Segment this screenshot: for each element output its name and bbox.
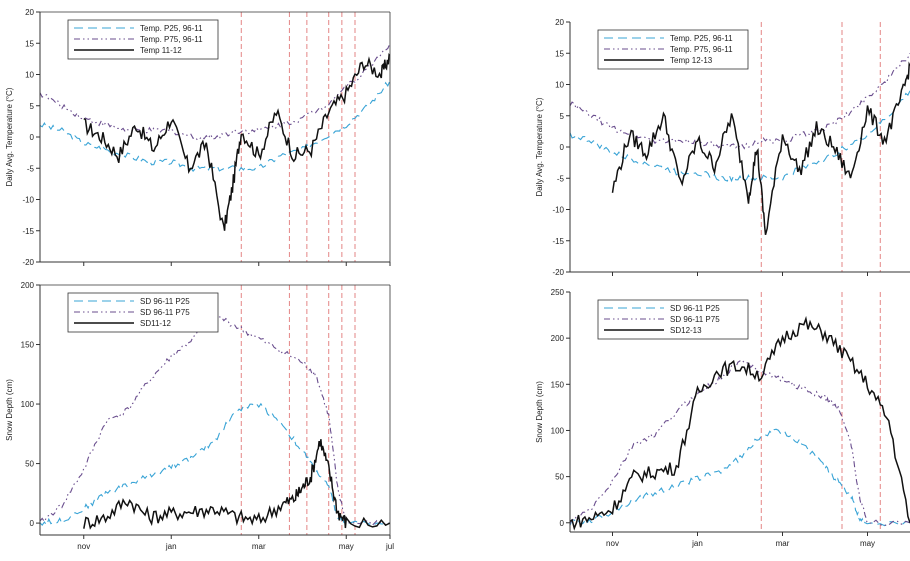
y-tick-label: 150 <box>551 380 565 389</box>
x-tick-label: jul <box>385 542 394 551</box>
y-tick-label: 50 <box>25 460 34 469</box>
x-tick-label: mar <box>252 542 266 551</box>
y-tick-label: 0 <box>30 519 35 528</box>
series-line-p25 <box>40 402 390 527</box>
y-tick-label: 20 <box>555 18 564 27</box>
series-line-p25 <box>570 90 910 183</box>
series-line-obs <box>83 53 390 231</box>
y-axis-label: Snow Depth (cm) <box>535 381 544 443</box>
y-tick-label: 10 <box>25 71 34 80</box>
y-axis-label: Daily Avg. Temperature (°C) <box>535 97 544 196</box>
y-tick-label: 0 <box>560 143 565 152</box>
legend-label: SD11-12 <box>140 319 172 328</box>
y-tick-label: 50 <box>555 473 564 482</box>
y-tick-label: 0 <box>560 519 565 528</box>
y-axis-label: Snow Depth (cm) <box>5 379 14 441</box>
legend-label: Temp. P25, 96-11 <box>140 24 203 33</box>
y-tick-label: -10 <box>22 196 34 205</box>
y-tick-label: -15 <box>552 237 564 246</box>
y-tick-label: -20 <box>552 268 564 277</box>
y-tick-label: 250 <box>551 288 565 297</box>
y-tick-label: 150 <box>21 341 35 350</box>
chart-panel-right-temp: -20 -15 -10 -5 0 5 10 15 20 Daily Avg. Temperatur… <box>535 18 910 277</box>
y-tick-label: 10 <box>555 81 564 90</box>
y-tick-label: 200 <box>551 334 565 343</box>
x-tick-label: mar <box>776 539 790 548</box>
y-tick-label: 0 <box>30 133 35 142</box>
series-line-p75 <box>40 43 390 141</box>
y-tick-label: 5 <box>560 112 565 121</box>
legend-label: Temp. P75, 96-11 <box>670 45 733 54</box>
legend-label: Temp 12-13 <box>670 56 713 65</box>
x-tick-label: may <box>339 542 354 551</box>
y-tick-label: -5 <box>557 174 565 183</box>
series-line-p75 <box>40 313 390 526</box>
y-tick-label: -10 <box>552 206 564 215</box>
series-line-obs <box>83 439 390 530</box>
x-tick-label: jan <box>691 539 703 548</box>
y-tick-label: 100 <box>21 400 35 409</box>
series-line-p25 <box>570 428 910 527</box>
chart-panel-left-temp: -20 -15 -10 -5 0 5 10 15 20 Daily Avg. Temperatur… <box>5 8 391 267</box>
chart-panel-right-snow: 0 50 100 150 200 250 nov jan mar may Snow Depth (c… <box>535 288 910 548</box>
x-tick-label: may <box>860 539 875 548</box>
y-axis-label: Daily Avg. Temperature (°C) <box>5 87 14 186</box>
y-tick-label: 20 <box>25 8 34 17</box>
chart-panel-left-snow: 0 50 100 150 200 nov jan mar may jul Snow Depth (c… <box>5 281 394 551</box>
y-tick-label: 15 <box>25 39 34 48</box>
legend-label: Temp. P75, 96-11 <box>140 35 203 44</box>
y-tick-label: 15 <box>555 49 564 58</box>
legend-label: SD 96-11 P25 <box>670 304 720 313</box>
y-tick-label: 100 <box>551 426 565 435</box>
legend-label: SD 96-11 P25 <box>140 297 190 306</box>
x-tick-label: jan <box>165 542 177 551</box>
y-tick-label: 200 <box>21 281 35 290</box>
y-tick-label: -5 <box>27 164 35 173</box>
series-line-p75 <box>570 53 910 150</box>
legend-label: Temp. P25, 96-11 <box>670 34 733 43</box>
series-line-obs <box>611 61 910 235</box>
x-tick-label: nov <box>77 542 90 551</box>
series-line-p25 <box>40 80 390 172</box>
series-line-obs <box>570 315 910 531</box>
legend-label: SD 96-11 P75 <box>670 315 720 324</box>
y-tick-label: 5 <box>30 102 35 111</box>
y-tick-label: -15 <box>22 227 34 236</box>
y-tick-label: -20 <box>22 258 34 267</box>
series-line-p75 <box>570 359 910 527</box>
legend-label: SD 96-11 P75 <box>140 308 190 317</box>
legend-label: SD12-13 <box>670 326 702 335</box>
x-tick-label: nov <box>606 539 619 548</box>
legend-label: Temp 11-12 <box>140 46 182 55</box>
